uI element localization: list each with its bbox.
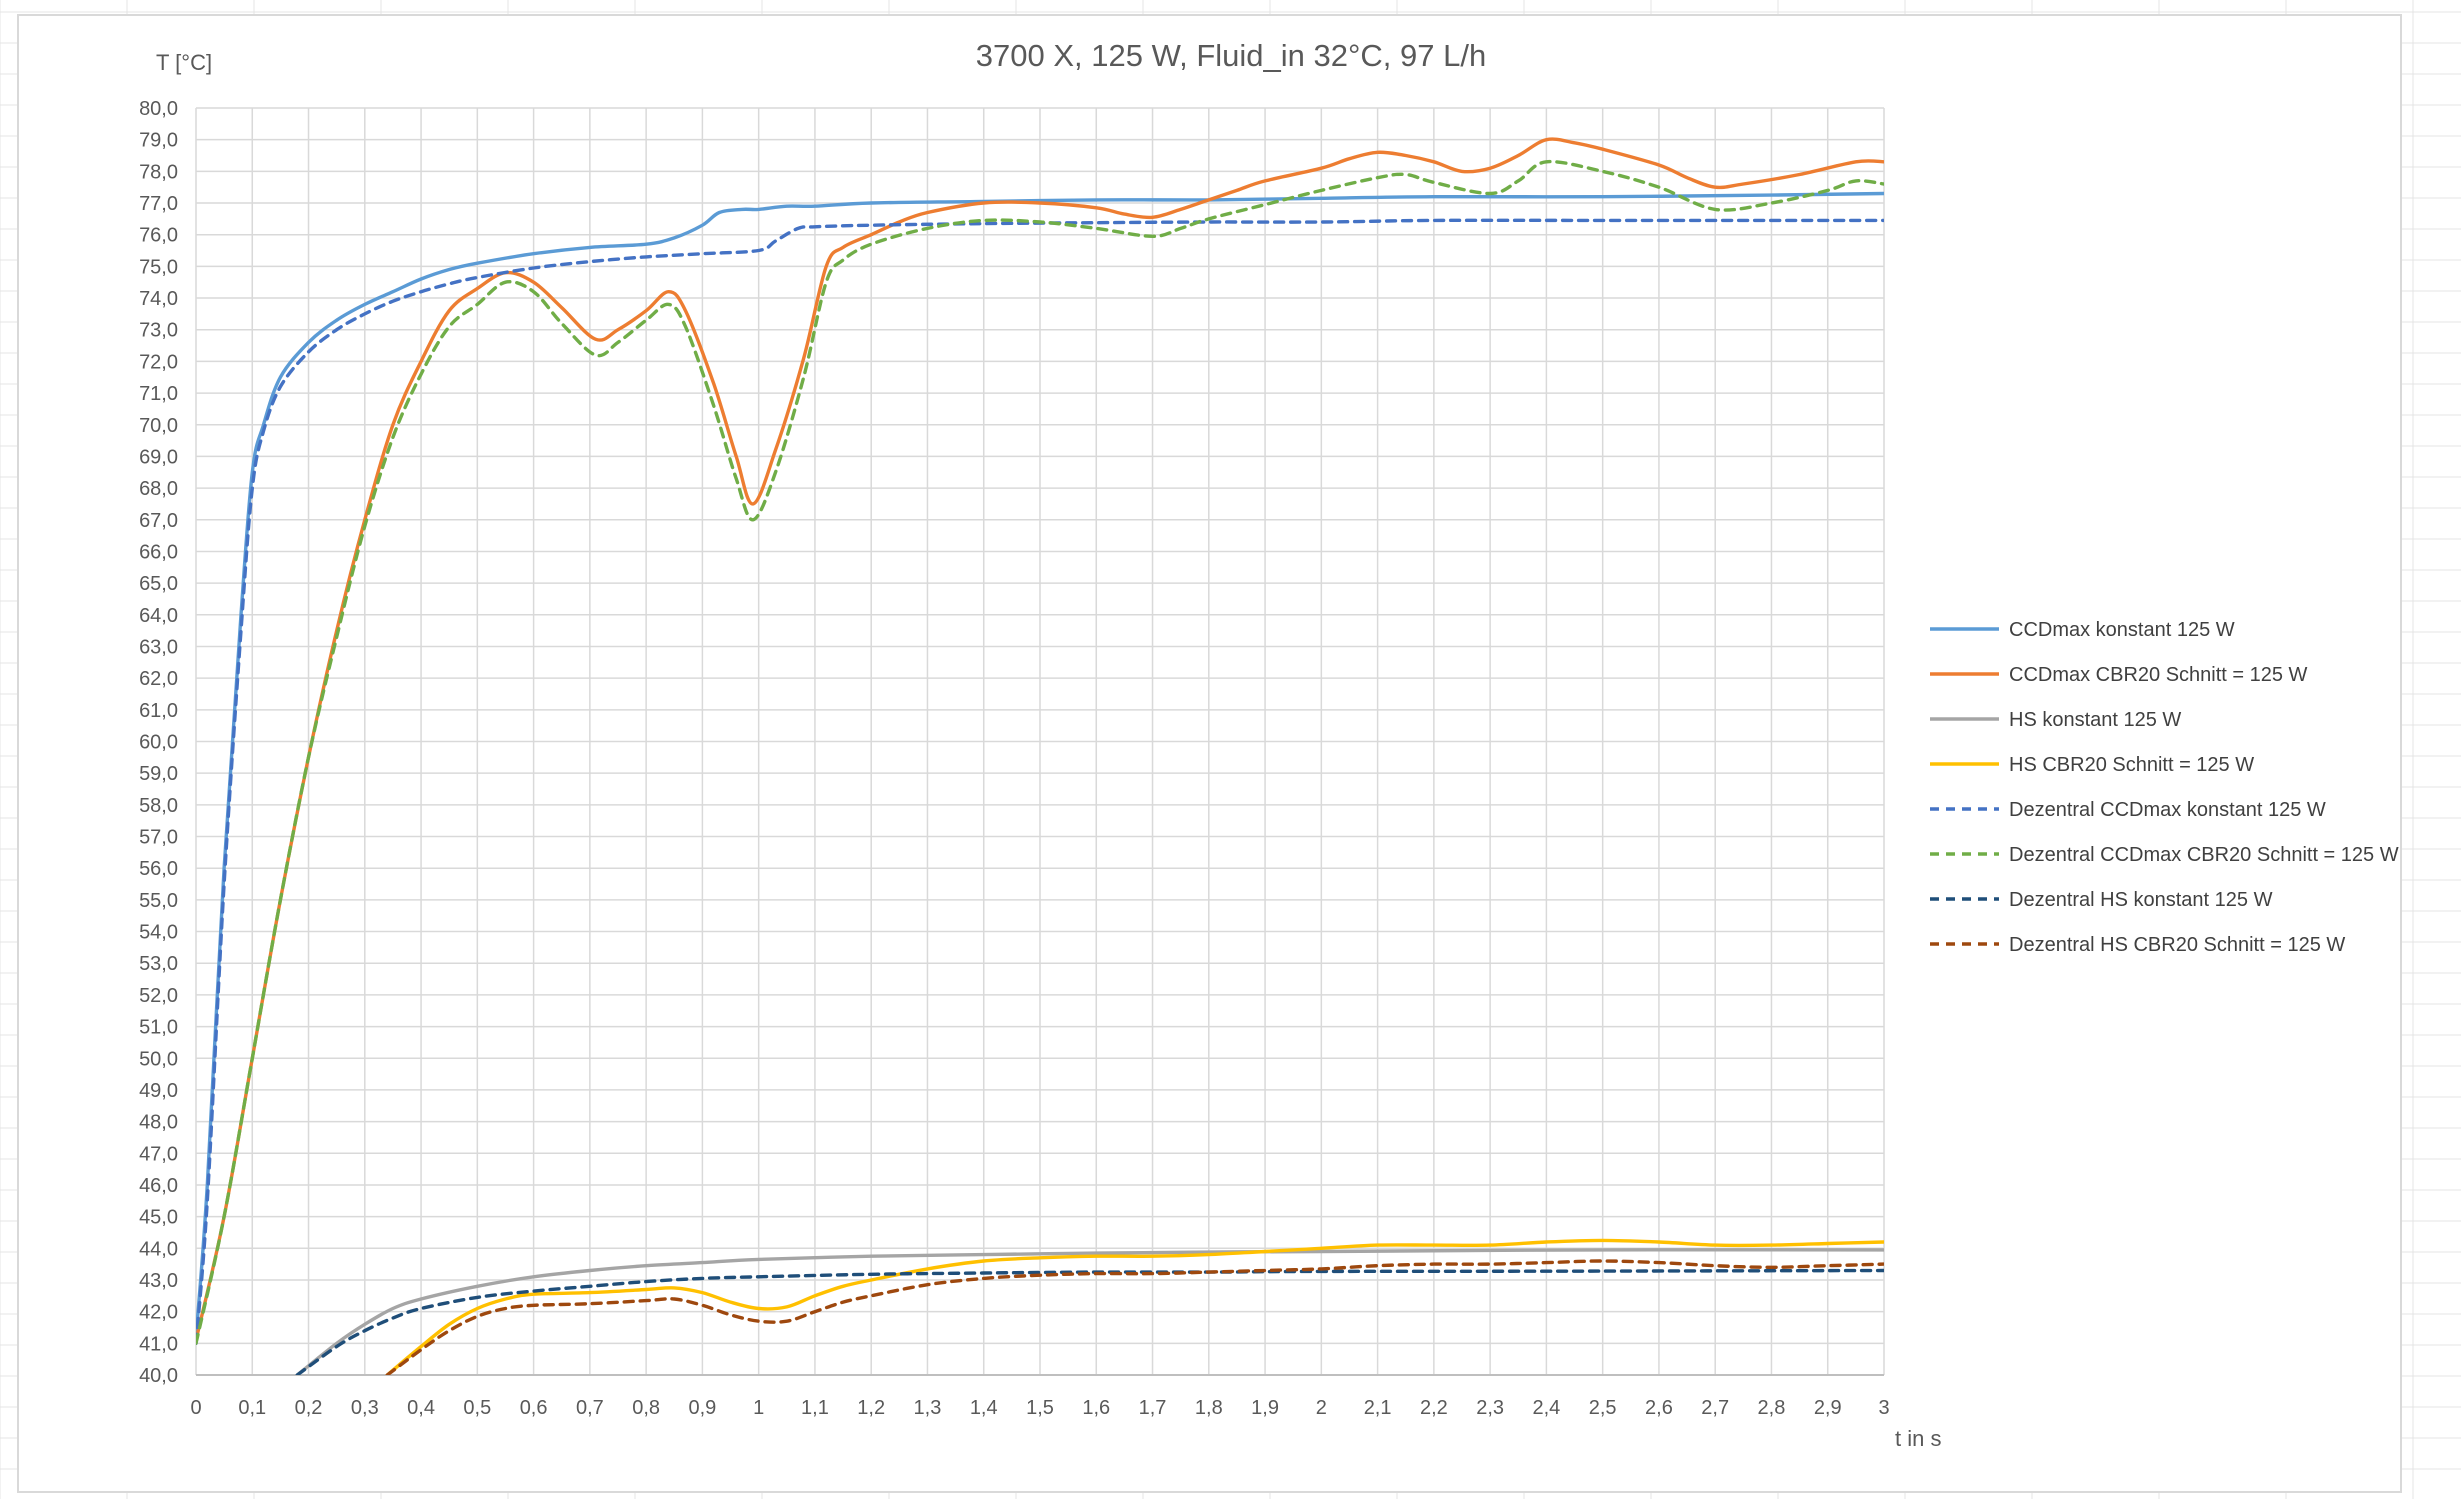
series-line-5[interactable] bbox=[196, 218, 1884, 1345]
legend-entry-label: CCDmax CBR20 Schnitt = 125 W bbox=[2009, 664, 2308, 686]
y-tick-label: 51,0 bbox=[139, 1017, 178, 1039]
x-tick-label: 0,1 bbox=[238, 1397, 266, 1419]
x-tick-label: 0,7 bbox=[576, 1397, 604, 1419]
y-tick-label: 45,0 bbox=[139, 1207, 178, 1229]
x-tick-label: 2,4 bbox=[1532, 1397, 1560, 1419]
x-tick-label: 2,2 bbox=[1420, 1397, 1448, 1419]
y-tick-label: 65,0 bbox=[139, 573, 178, 595]
y-tick-label: 46,0 bbox=[139, 1175, 178, 1197]
y-tick-label: 62,0 bbox=[139, 668, 178, 690]
y-tick-label: 74,0 bbox=[139, 288, 178, 310]
y-tick-label: 49,0 bbox=[139, 1080, 178, 1102]
x-tick-label: 1,7 bbox=[1139, 1397, 1167, 1419]
legend-entry-label: HS CBR20 Schnitt = 125 W bbox=[2009, 754, 2254, 776]
x-tick-label: 0 bbox=[190, 1397, 201, 1419]
y-tick-label: 53,0 bbox=[139, 953, 178, 975]
y-tick-label: 69,0 bbox=[139, 446, 178, 468]
y-tick-label: 70,0 bbox=[139, 415, 178, 437]
x-tick-label: 0,2 bbox=[295, 1397, 323, 1419]
y-tick-label: 72,0 bbox=[139, 351, 178, 373]
x-tick-label: 0,3 bbox=[351, 1397, 379, 1419]
x-tick-label: 0,4 bbox=[407, 1397, 435, 1419]
x-tick-label: 2,1 bbox=[1364, 1397, 1392, 1419]
y-tick-label: 64,0 bbox=[139, 605, 178, 627]
y-tick-label: 80,0 bbox=[139, 98, 178, 120]
y-tick-label: 63,0 bbox=[139, 636, 178, 658]
series-line-4[interactable] bbox=[385, 1238, 1884, 1375]
y-tick-label: 78,0 bbox=[139, 161, 178, 183]
plot-gridlines bbox=[195, 107, 1885, 1376]
x-tick-label: 2,9 bbox=[1814, 1397, 1842, 1419]
y-tick-label: 47,0 bbox=[139, 1143, 178, 1165]
y-tick-label: 55,0 bbox=[139, 890, 178, 912]
y-tick-label: 71,0 bbox=[139, 383, 178, 405]
x-tick-label: 1,2 bbox=[857, 1397, 885, 1419]
legend-entry-label: Dezentral HS konstant 125 W bbox=[2009, 889, 2273, 911]
y-tick-label: 44,0 bbox=[139, 1238, 178, 1260]
x-tick-label: 1,8 bbox=[1195, 1397, 1223, 1419]
legend-entry-label: HS konstant 125 W bbox=[2009, 709, 2181, 731]
series-line-6[interactable] bbox=[196, 159, 1884, 1345]
y-tick-label: 67,0 bbox=[139, 510, 178, 532]
y-tick-label: 77,0 bbox=[139, 193, 178, 215]
y-tick-label: 42,0 bbox=[139, 1302, 178, 1324]
x-tick-label: 2,8 bbox=[1758, 1397, 1786, 1419]
chart-title: 3700 X, 125 W, Fluid_in 32°C, 97 L/h bbox=[976, 38, 1486, 73]
y-tick-label: 61,0 bbox=[139, 700, 178, 722]
y-tick-label: 73,0 bbox=[139, 320, 178, 342]
legend-entry-label: Dezentral CCDmax CBR20 Schnitt = 125 W bbox=[2009, 844, 2399, 866]
x-tick-label: 2,7 bbox=[1701, 1397, 1729, 1419]
y-tick-label: 41,0 bbox=[139, 1333, 178, 1355]
x-tick-label: 0,9 bbox=[688, 1397, 716, 1419]
y-tick-label: 59,0 bbox=[139, 763, 178, 785]
y-tick-label: 68,0 bbox=[139, 478, 178, 500]
y-tick-label: 79,0 bbox=[139, 130, 178, 152]
legend-entry-label: Dezentral HS CBR20 Schnitt = 125 W bbox=[2009, 934, 2345, 956]
series-line-3[interactable] bbox=[295, 1248, 1884, 1375]
x-tick-label: 1,3 bbox=[914, 1397, 942, 1419]
y-tick-label: 75,0 bbox=[139, 256, 178, 278]
x-tick-label: 2,3 bbox=[1476, 1397, 1504, 1419]
x-tick-label: 2,6 bbox=[1645, 1397, 1673, 1419]
x-tick-label: 1,9 bbox=[1251, 1397, 1279, 1419]
x-tick-label: 0,5 bbox=[463, 1397, 491, 1419]
x-tick-label: 1,4 bbox=[970, 1397, 998, 1419]
x-axis-tick-labels: 0 0,1 0,2 0,3 0,4 0,5 0,6 0,7 0,8 0,9 1 1,1 1,2 1,3 1,… bbox=[190, 1397, 1889, 1419]
x-tick-label: 0,8 bbox=[632, 1397, 660, 1419]
y-tick-label: 48,0 bbox=[139, 1112, 178, 1134]
series-lines bbox=[196, 137, 1884, 1376]
y-tick-label: 56,0 bbox=[139, 858, 178, 880]
y-tick-label: 58,0 bbox=[139, 795, 178, 817]
x-tick-label: 0,6 bbox=[520, 1397, 548, 1419]
y-tick-label: 40,0 bbox=[139, 1365, 178, 1387]
y-tick-label: 60,0 bbox=[139, 732, 178, 754]
y-tick-label: 43,0 bbox=[139, 1270, 178, 1292]
x-tick-label: 2 bbox=[1316, 1397, 1327, 1419]
legend-entry-label: Dezentral CCDmax konstant 125 W bbox=[2009, 799, 2326, 821]
series-line-7[interactable] bbox=[295, 1268, 1884, 1376]
x-tick-label: 1,5 bbox=[1026, 1397, 1054, 1419]
legend[interactable]: CCDmax konstant 125 W CCDmax CBR20 Schnit… bbox=[1930, 619, 2399, 956]
x-tick-label: 1,1 bbox=[801, 1397, 829, 1419]
x-tick-label: 2,5 bbox=[1589, 1397, 1617, 1419]
x-axis-label: t in s bbox=[1895, 1426, 1941, 1451]
y-tick-label: 54,0 bbox=[139, 922, 178, 944]
y-tick-label: 50,0 bbox=[139, 1048, 178, 1070]
y-tick-label: 57,0 bbox=[139, 827, 178, 849]
series-line-2[interactable] bbox=[196, 137, 1884, 1342]
y-tick-label: 52,0 bbox=[139, 985, 178, 1007]
series-line-8[interactable] bbox=[385, 1259, 1884, 1375]
y-tick-label: 76,0 bbox=[139, 225, 178, 247]
x-tick-label: 1 bbox=[753, 1397, 764, 1419]
y-axis-tick-labels: 40,0 41,0 42,0 43,0 44,0 45,0 46,0 47,0 48,0 49,0… bbox=[139, 98, 178, 1387]
x-tick-label: 3 bbox=[1878, 1397, 1889, 1419]
y-axis-label: T [°C] bbox=[156, 50, 212, 75]
y-tick-label: 66,0 bbox=[139, 541, 178, 563]
legend-entry-label: CCDmax konstant 125 W bbox=[2009, 619, 2235, 641]
x-tick-label: 1,6 bbox=[1082, 1397, 1110, 1419]
